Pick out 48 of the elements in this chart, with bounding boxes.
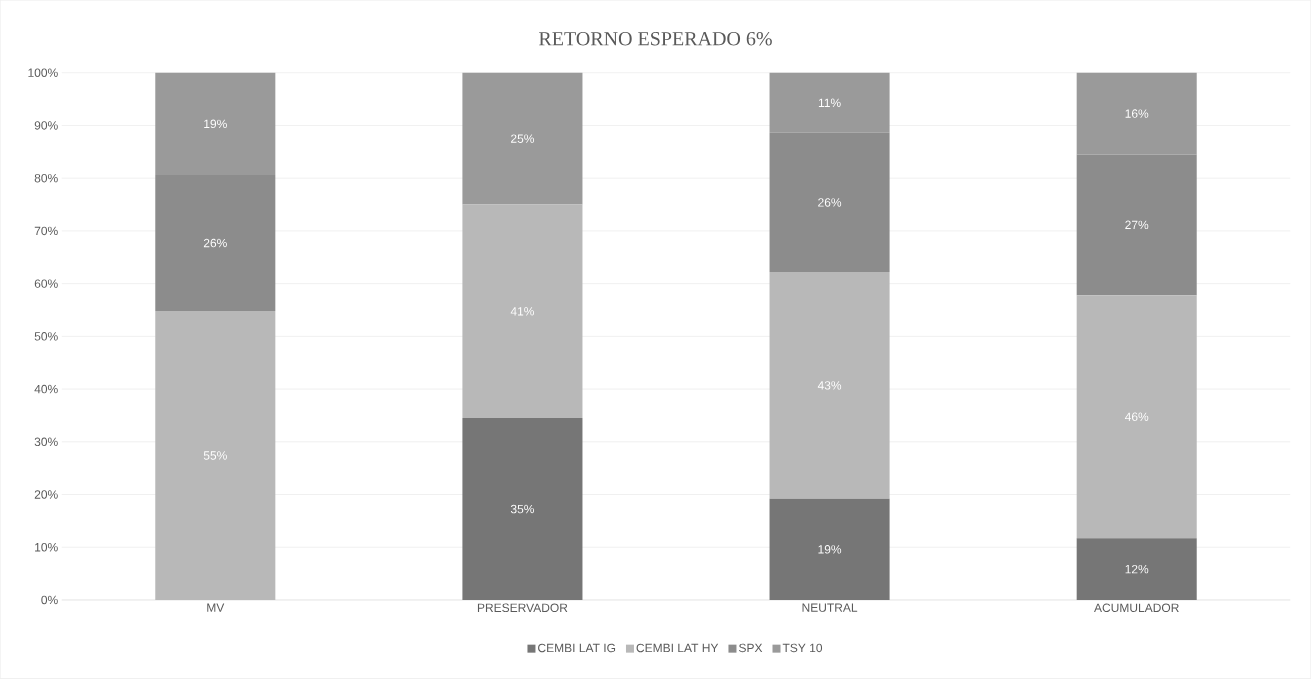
bar	[1076, 538, 1197, 601]
y-tick-label: 20%	[34, 490, 58, 499]
data-label: 41%	[510, 307, 535, 316]
y-tick-label: 40%	[34, 384, 58, 394]
bar	[155, 175, 276, 312]
data-label: 25%	[511, 134, 535, 144]
bar	[1076, 72, 1197, 155]
bar	[769, 132, 890, 273]
y-tick-label: 90%	[34, 121, 58, 130]
data-label: 19%	[818, 545, 842, 554]
y-tick-label: 50%	[34, 332, 58, 341]
data-label: 12%	[1125, 565, 1149, 574]
bar	[462, 204, 583, 419]
data-label: 27%	[1125, 220, 1149, 230]
data-label: 26%	[818, 198, 842, 207]
data-label: 11%	[818, 98, 841, 108]
y-tick-label: 100%	[28, 68, 58, 78]
bar	[1076, 295, 1197, 539]
data-label: 35%	[510, 504, 535, 514]
data-label: 19%	[204, 119, 227, 129]
y-tick-label: 70%	[34, 226, 58, 236]
legend-label: CEMBI LAT HY	[636, 643, 719, 653]
bar	[769, 498, 890, 601]
bar	[155, 72, 276, 176]
legend-label: TSY 10	[782, 643, 823, 653]
y-tick-label: 60%	[34, 279, 58, 289]
legend-label: SPX	[739, 643, 763, 653]
x-tick-label: MV	[207, 603, 225, 612]
bar	[1076, 154, 1197, 296]
data-label: 55%	[203, 451, 227, 460]
bar	[155, 311, 276, 601]
bar	[769, 272, 890, 499]
data-label: 16%	[1125, 109, 1149, 118]
bar	[462, 72, 583, 205]
x-tick-label: PRESERVADOR	[477, 603, 568, 613]
x-tick-label: NEUTRAL	[802, 603, 858, 613]
legend-label: CEMBI LAT IG	[538, 643, 616, 653]
bar	[769, 72, 890, 133]
y-tick-label: 10%	[35, 543, 58, 552]
chart-title: RETORNO ESPERADO 6%	[538, 32, 772, 46]
y-tick-label: 30%	[34, 437, 58, 447]
data-label: 43%	[817, 381, 842, 390]
y-tick-label: 0%	[41, 595, 58, 605]
bar	[462, 418, 583, 601]
data-label: 26%	[203, 238, 227, 248]
data-label: 46%	[1124, 412, 1149, 422]
x-tick-label: ACUMULADOR	[1094, 603, 1179, 613]
y-tick-label: 80%	[34, 174, 58, 183]
